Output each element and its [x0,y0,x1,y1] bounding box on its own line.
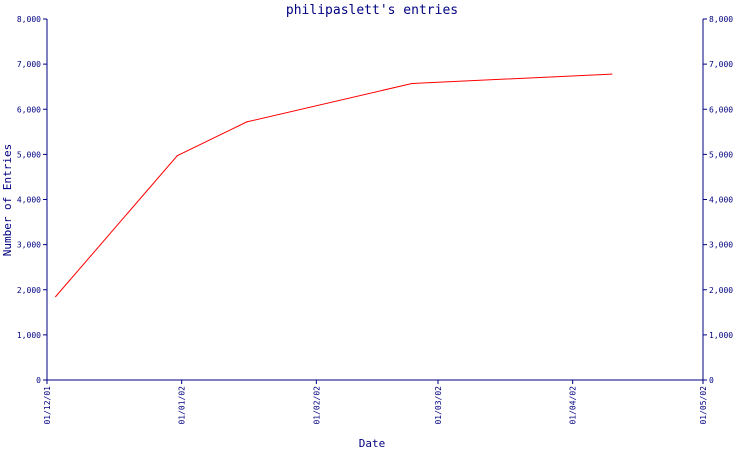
y-tick-label-left: 7,000 [17,60,41,69]
data-point [55,295,57,298]
x-tick-label: 01/12/01 [43,386,52,425]
data-point [176,155,178,157]
axes [46,19,704,381]
chart-title: philipaslett's entries [286,3,458,18]
y-tick-label-right: 2,000 [709,286,733,295]
y-tick-label-right: 4,000 [709,196,733,205]
ticks: 0 0 1,000 1,000 2,000 2,000 3,000 3,000 4,000 4,0… [17,15,733,425]
y-tick-label-left: 2,000 [17,286,41,295]
data-point [246,121,248,123]
series-line [55,73,612,297]
y-tick-label-left: 3,000 [17,241,41,250]
y-axis-title: Number of Entries [1,144,14,257]
x-tick-label: 01/01/02 [178,386,187,425]
y-tick-label-left: 6,000 [17,105,41,114]
y-tick-label-right: 6,000 [709,105,733,114]
series-layer [55,73,613,298]
x-tick-label: 01/03/02 [434,386,443,425]
y-tick-label-right: 3,000 [709,241,733,250]
y-tick-label-left: 8,000 [17,15,41,24]
x-tick-label: 01/02/02 [312,386,321,425]
data-point [411,82,413,85]
y-tick-label-right: 8,000 [709,15,733,24]
y-tick-label-left: 4,000 [17,196,41,205]
y-tick-label-right: 7,000 [709,60,733,69]
y-tick-label-right: 5,000 [709,150,733,159]
y-tick-label-left: 5,000 [17,150,41,159]
y-tick-label-left: 1,000 [17,331,41,340]
data-point [611,73,613,75]
y-tick-label-right: 1,000 [709,331,733,340]
y-tick-label-right: 0 [709,376,714,385]
x-tick-label: 01/04/02 [569,386,578,425]
y-tick-label-left: 0 [36,376,41,385]
x-axis-title: Date [359,437,386,450]
x-tick-label: 01/05/02 [699,386,708,425]
